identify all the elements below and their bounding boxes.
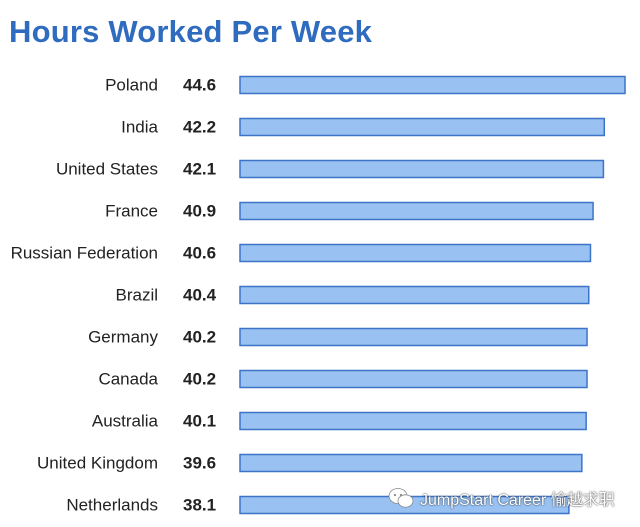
bar	[239, 327, 588, 347]
bar	[239, 159, 605, 179]
category-label: Russian Federation	[11, 244, 158, 263]
value-label: 40.2	[183, 370, 216, 389]
category-label: Netherlands	[66, 496, 158, 515]
chat-bubbles-icon	[388, 488, 414, 508]
category-label: Brazil	[115, 286, 158, 305]
bar	[239, 75, 626, 95]
bar	[239, 117, 606, 137]
value-label: 39.6	[183, 454, 216, 473]
value-label: 42.2	[183, 118, 216, 137]
value-label: 40.9	[183, 202, 216, 221]
value-label: 42.1	[183, 160, 216, 179]
bar	[239, 369, 588, 389]
value-label: 38.1	[183, 496, 216, 515]
category-label: United States	[56, 160, 158, 179]
bar	[239, 453, 583, 473]
bar	[239, 285, 590, 305]
value-label: 40.6	[183, 244, 216, 263]
watermark-text: JumpStart Career 愉越求职	[420, 492, 615, 509]
category-label: Poland	[105, 76, 158, 95]
category-label: Canada	[98, 370, 158, 389]
watermark: JumpStart Career 愉越求职	[388, 483, 615, 513]
category-label: India	[121, 118, 158, 137]
value-label: 44.6	[183, 76, 216, 95]
chart-title: Hours Worked Per Week	[9, 14, 373, 49]
bar	[239, 243, 592, 263]
category-label: United Kingdom	[37, 454, 158, 473]
value-label: 40.4	[183, 286, 217, 305]
value-label: 40.2	[183, 328, 216, 347]
category-label: France	[105, 202, 158, 221]
bar	[239, 411, 587, 431]
value-label: 40.1	[183, 412, 216, 431]
category-label: Germany	[88, 328, 158, 347]
category-label: Australia	[92, 412, 159, 431]
bar	[239, 201, 594, 221]
